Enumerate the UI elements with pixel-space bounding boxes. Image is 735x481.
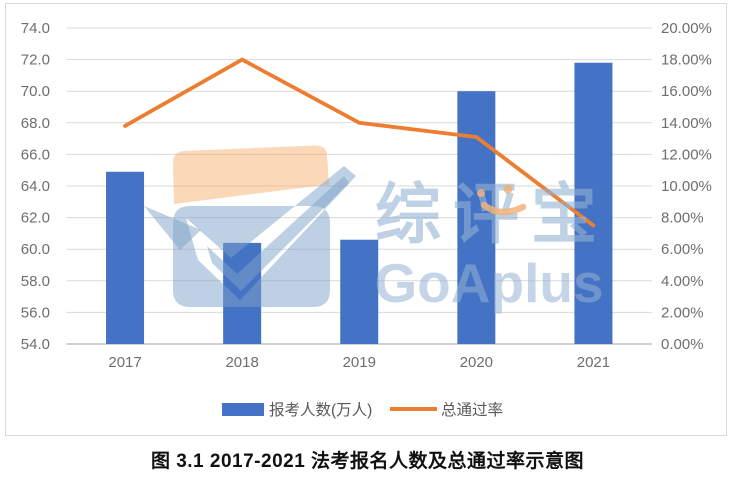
x-axis-label-2019: 2019 [343, 354, 376, 371]
left-axis-tick-58.0: 58.0 [21, 273, 50, 290]
watermark-paperplane-box-shape [173, 166, 356, 307]
right-axis-tick-20.00%: 20.00% [661, 20, 712, 37]
bar-2017 [106, 171, 145, 344]
bar-2019 [340, 239, 379, 344]
right-axis-tick-12.00%: 12.00% [661, 146, 712, 163]
left-axis-tick-56.0: 56.0 [21, 304, 50, 321]
left-axis-tick-60.0: 60.0 [21, 241, 50, 258]
left-axis-tick-68.0: 68.0 [21, 115, 50, 132]
right-axis-tick-6.00%: 6.00% [661, 241, 704, 258]
right-axis-tick-18.00%: 18.00% [661, 52, 712, 69]
watermark-smiley-mouth [480, 201, 527, 216]
legend-bar-label: 报考人数(万人) [269, 401, 372, 419]
legend-bar-swatch [222, 403, 264, 416]
watermark-cjk-text: 综评宝 [375, 177, 609, 251]
watermark-card-shape [173, 145, 329, 204]
x-axis-label-2020: 2020 [460, 354, 493, 371]
right-axis-tick-2.00%: 2.00% [661, 304, 704, 321]
left-axis-tick-74.0: 74.0 [21, 20, 50, 37]
left-axis-tick-66.0: 66.0 [21, 146, 50, 163]
left-axis-tick-72.0: 72.0 [21, 52, 50, 69]
left-axis-tick-54.0: 54.0 [21, 336, 50, 353]
right-axis-tick-8.00%: 8.00% [661, 210, 704, 227]
x-axis-label-2017: 2017 [108, 354, 141, 371]
watermark-left-wing-shape [144, 206, 201, 250]
watermark-plane-body-shape [207, 176, 349, 291]
bar-2020 [457, 91, 496, 344]
bar-2021 [574, 62, 613, 344]
watermark-smiley-right-eye [503, 184, 513, 194]
right-axis-tick-16.00%: 16.00% [661, 83, 712, 100]
watermark-smiley-left-eye [477, 189, 485, 197]
right-axis-tick-14.00%: 14.00% [661, 115, 712, 132]
right-axis-tick-4.00%: 4.00% [661, 273, 704, 290]
watermark-latin-text: GoAplus [374, 252, 603, 314]
legend-line-label: 总通过率 [441, 401, 503, 419]
left-axis-tick-70.0: 70.0 [21, 83, 50, 100]
figure-caption: 图 3.1 2017-2021 法考报名人数及总通过率示意图 [150, 451, 585, 472]
left-axis-tick-64.0: 64.0 [21, 178, 50, 195]
right-axis-tick-10.00%: 10.00% [661, 178, 712, 195]
left-axis-tick-62.0: 62.0 [21, 210, 50, 227]
x-axis-label-2018: 2018 [225, 354, 258, 371]
passrate-line [123, 57, 596, 228]
right-axis-tick-0.00%: 0.00% [661, 336, 704, 353]
x-axis-label-2021: 2021 [577, 354, 610, 371]
